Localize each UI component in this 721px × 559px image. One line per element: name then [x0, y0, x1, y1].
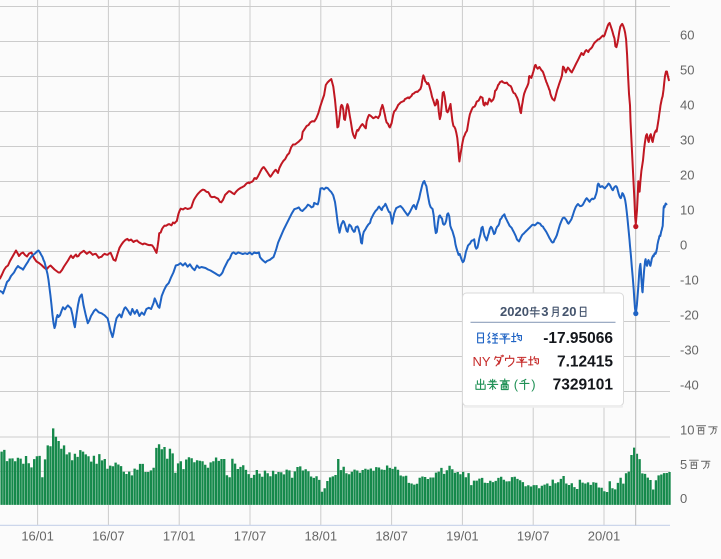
svg-text:0: 0	[680, 237, 687, 252]
svg-text:19/01: 19/01	[446, 529, 479, 544]
svg-text:2020: 2020	[500, 304, 529, 319]
svg-text:10: 10	[680, 422, 694, 437]
svg-text:30: 30	[680, 132, 694, 147]
svg-text:16/07: 16/07	[92, 529, 125, 544]
svg-text:0: 0	[680, 491, 687, 506]
svg-text:17/07: 17/07	[234, 529, 267, 544]
svg-text:): )	[531, 377, 535, 392]
svg-text:-40: -40	[680, 377, 699, 392]
svg-text:18/07: 18/07	[375, 529, 408, 544]
svg-text:18/01: 18/01	[305, 529, 338, 544]
svg-text:NY: NY	[473, 354, 491, 369]
svg-text:7.12415: 7.12415	[557, 354, 613, 371]
svg-text:17/01: 17/01	[163, 529, 196, 544]
svg-text:20/01: 20/01	[588, 529, 621, 544]
svg-text:-17.95066: -17.95066	[543, 330, 613, 347]
svg-text:40: 40	[680, 97, 694, 112]
svg-text:20: 20	[680, 167, 694, 182]
svg-text:16/01: 16/01	[21, 529, 54, 544]
svg-text:5: 5	[680, 457, 687, 472]
svg-text:20: 20	[562, 304, 576, 319]
svg-text:19/07: 19/07	[517, 529, 550, 544]
svg-text:50: 50	[680, 62, 694, 77]
svg-text:-20: -20	[680, 307, 699, 322]
svg-text:-30: -30	[680, 342, 699, 357]
svg-text:10: 10	[680, 202, 694, 217]
svg-text:3: 3	[541, 304, 548, 319]
svg-text:(: (	[514, 377, 519, 392]
svg-text:7329101: 7329101	[553, 377, 614, 394]
svg-text:-10: -10	[680, 272, 699, 287]
svg-text:60: 60	[680, 27, 694, 42]
